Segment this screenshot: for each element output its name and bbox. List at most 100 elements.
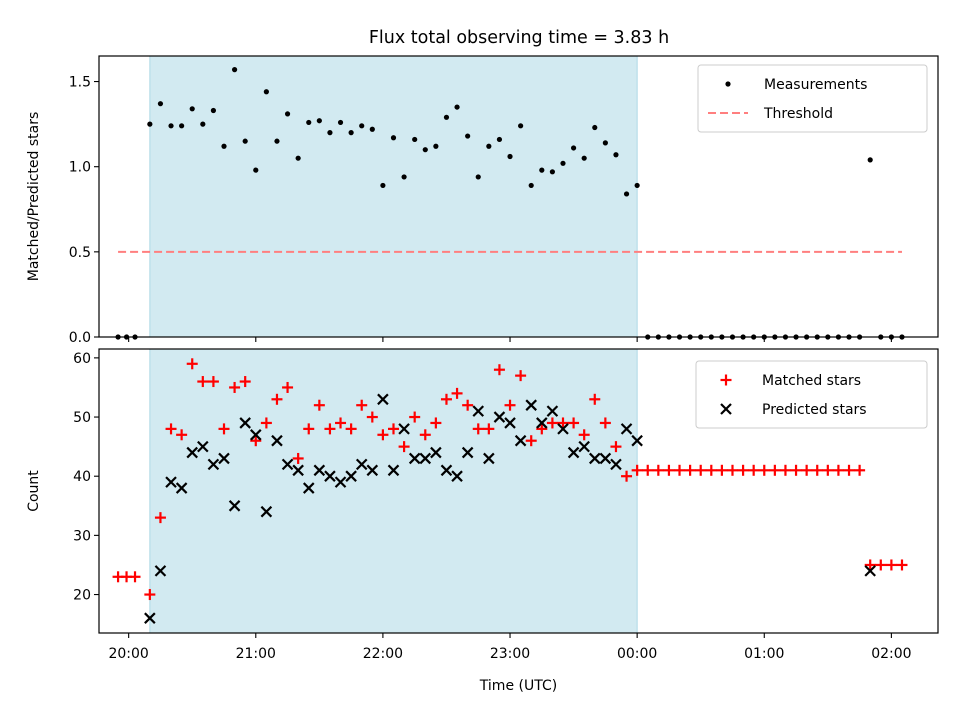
matched-star-point [504,399,516,411]
matched-star-point [843,464,855,476]
predicted-star-point [292,464,304,477]
predicted-star-point [440,464,453,477]
predicted-star-point [451,470,463,482]
y-tick-label: 30 [73,528,91,544]
measurement-point [592,124,598,131]
measurement-point [602,140,608,146]
matched-star-point [144,589,156,601]
measurement-point [200,121,206,127]
predicted-star-point [599,452,612,465]
predicted-star-point [324,470,336,482]
predicted-star-point [355,458,368,471]
predicted-star-point-stroke-b [144,612,156,624]
y-tick-label: 1.0 [69,160,91,176]
predicted-star-point [154,565,167,577]
top-y-axis: 0.0 0.5 1.0 1.5 [69,75,99,346]
predicted-star-point-stroke-b [292,464,304,477]
predicted-star-point [281,458,294,471]
predicted-star-point [557,423,569,435]
predicted-star-point-stroke-b [377,393,389,406]
predicted-star-point [228,500,241,512]
predicted-star-point [377,393,389,406]
matched-star-point [642,464,654,476]
predicted-star-point [218,452,230,465]
matched-star-point [129,571,141,583]
predicted-star-point-stroke-b [451,470,463,482]
measurement-point [295,155,301,161]
y-tick-label: 0.0 [69,330,91,346]
predicted-star-point [620,423,633,435]
predicted-star-point-stroke-b [536,417,548,429]
predicted-star-point-stroke-b [154,565,167,577]
matched-star-point [335,417,347,429]
predicted-star-point-stroke-b [387,464,400,477]
predicted-star-point-stroke-b [557,423,569,435]
matched-star-point [451,387,463,399]
measurement-point [518,123,524,129]
matched-star-point [854,464,866,476]
matched-star-point [324,423,336,435]
predicted-star-point [165,476,177,488]
matched-star-point [218,423,230,435]
predicted-star-point-stroke-b [419,452,432,465]
predicted-star-point-stroke-b [610,458,622,471]
predicted-star-point-stroke-b [366,464,379,477]
matched-star-point [440,393,452,405]
predicted-star-point-stroke-b [567,446,580,459]
matched-star-point [726,464,738,476]
measurement-point [454,104,460,110]
top-legend-box [697,64,928,133]
predicted-star-point [408,452,421,465]
matched-star-point [621,470,633,482]
predicted-star-point-stroke-b [588,452,601,465]
predicted-star-point [536,417,548,429]
predicted-star-point-stroke-b [334,476,347,488]
chart-title: Flux total observing time = 3.83 h [369,28,669,48]
measurement-point [539,167,545,173]
legend-predicted-marker [720,403,732,415]
predicted-star-point [472,405,485,417]
predicted-star-point [525,399,537,411]
predicted-star-point [546,405,559,417]
predicted-star-point [493,411,506,423]
measurement-point [168,123,174,129]
predicted-star-point-stroke-b [461,446,474,459]
measurement-point [443,114,450,120]
measurement-point [380,182,386,189]
matched-star-point [811,464,823,476]
measurement-point [369,126,375,132]
predicted-star-point-stroke-b [239,417,251,429]
matched-star-point [186,358,198,370]
predicted-star-point-stroke-b [175,482,188,494]
measurement-point [274,138,280,144]
matched-star-point [758,464,770,476]
predicted-star-point [567,446,580,459]
matched-star-point [716,464,728,476]
matched-star-point [578,429,590,441]
measurement-point [221,143,227,149]
bottom-axes-frame [98,348,939,634]
matched-star-point [239,376,251,388]
matched-star-point [154,512,166,524]
matched-star-point [822,464,834,476]
predicted-star-point [271,434,283,447]
measurement-point [359,123,365,129]
predicted-star-point-stroke-b [864,565,876,577]
measurement-point [401,174,407,180]
bottom-y-axis: 20 30 40 50 60 [73,351,99,604]
top-highlight-band [149,55,638,338]
predicted-star-point [302,482,315,494]
matched-star-point [430,417,442,429]
matched-star-point [737,464,749,476]
measurement-point [433,143,439,149]
predicted-star-point-stroke-b [525,399,537,411]
matched-star-point [705,464,717,476]
y-tick-label: 20 [73,588,91,604]
measurement-point [496,136,503,143]
measurement-point [242,138,248,144]
predicted-star-point-stroke-b [430,446,442,459]
matched-star-point [695,464,707,476]
measurement-point [263,89,269,95]
measurement-point [465,133,471,139]
measurement-point [337,119,344,126]
